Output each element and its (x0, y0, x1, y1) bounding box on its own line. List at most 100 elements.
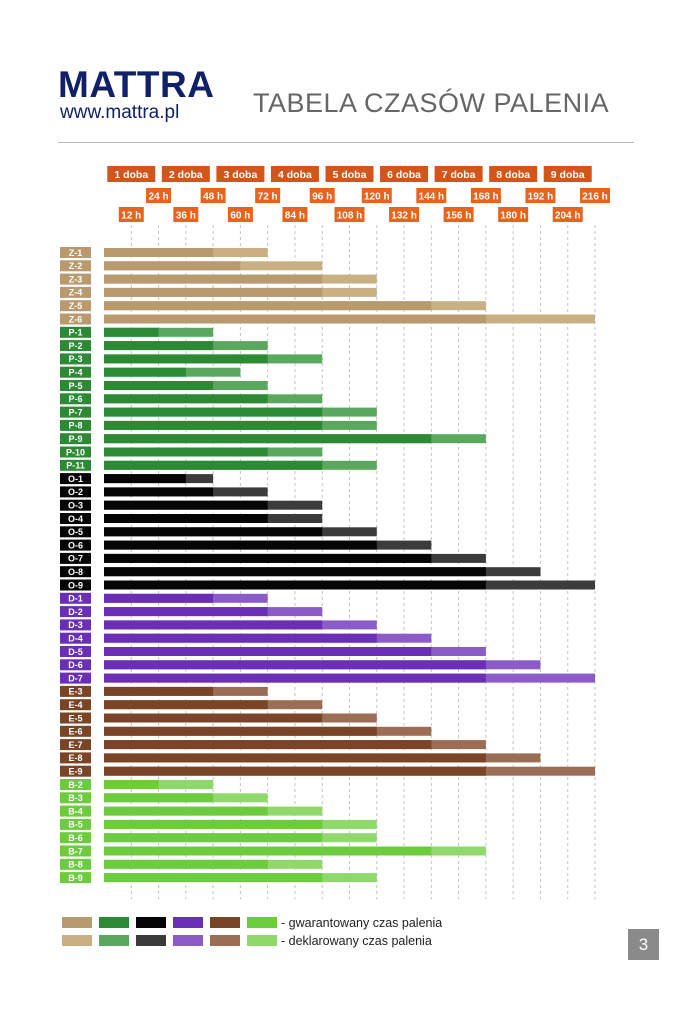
row-label-box (60, 419, 91, 431)
bar-guaranteed (104, 261, 241, 271)
row-label: D-6 (68, 660, 83, 670)
hour-label: 72 h (258, 192, 278, 203)
row-label-box (60, 752, 91, 764)
row-label: O-3 (68, 501, 83, 511)
hour-label: 192 h (528, 192, 554, 203)
bar-guaranteed (104, 381, 214, 390)
bar-guaranteed (104, 500, 268, 510)
row-label-box (60, 832, 91, 844)
row-label-box (60, 513, 91, 524)
hour-label-box (580, 188, 610, 203)
row-label-box (60, 632, 91, 644)
row-label-box (60, 486, 91, 498)
hour-label: 156 h (446, 211, 472, 222)
bar-guaranteed (104, 660, 486, 670)
row-label: P-5 (68, 381, 82, 391)
bar-guaranteed (104, 540, 377, 550)
bar-guaranteed (104, 766, 486, 776)
page-number: 3 (628, 929, 659, 960)
row-label: Z-6 (69, 314, 83, 324)
bar-guaranteed (104, 859, 268, 869)
bar-guaranteed (104, 686, 214, 696)
day-label: 3 doba (223, 169, 257, 181)
hour-label-box (173, 207, 199, 222)
row-label-box (60, 446, 91, 458)
row-label-box (60, 273, 91, 285)
row-label-box (60, 313, 91, 325)
row-label-box (60, 247, 91, 258)
row-label-box (60, 845, 91, 857)
bar-guaranteed (104, 713, 323, 723)
row-label: O-2 (68, 487, 83, 497)
row-label: E-8 (68, 753, 82, 763)
hour-label: 84 h (285, 211, 305, 222)
row-label: P-11 (66, 461, 85, 471)
bar-guaranteed (104, 514, 268, 523)
row-label-box (60, 725, 91, 737)
row-label-box (60, 526, 91, 538)
row-label: B-4 (68, 806, 83, 816)
row-label: B-3 (68, 793, 83, 803)
row-label: P-10 (66, 447, 85, 457)
row-label-box (60, 406, 91, 418)
hour-label: 108 h (337, 211, 363, 222)
bar-guaranteed (104, 487, 214, 497)
row-label-box (60, 592, 91, 604)
day-label-box (270, 166, 319, 182)
day-label: 2 doba (169, 169, 203, 181)
row-label: D-1 (68, 594, 83, 604)
bar-guaranteed (104, 793, 214, 803)
logo-url: www.mattra.pl (60, 102, 180, 123)
row-label-box (60, 765, 91, 777)
bar-guaranteed (104, 819, 323, 829)
hour-label-box (282, 207, 308, 222)
row-label-box (60, 393, 91, 405)
bar-guaranteed (104, 527, 323, 537)
day-label: 5 doba (333, 169, 367, 181)
bar-guaranteed (104, 673, 486, 683)
row-label-box (60, 579, 91, 591)
row-label: P-2 (68, 341, 82, 351)
legend-swatch-guaranteed (210, 917, 240, 928)
row-label: P-1 (68, 328, 82, 338)
bar-guaranteed (104, 806, 268, 816)
row-label: D-4 (68, 634, 83, 644)
hour-label-box (389, 207, 420, 222)
row-label: P-4 (68, 368, 82, 378)
row-label: Z-1 (69, 248, 83, 258)
bar-guaranteed (104, 301, 432, 311)
row-label: Z-3 (69, 274, 83, 284)
row-label-box (60, 646, 91, 657)
row-label: E-4 (68, 700, 82, 710)
bar-guaranteed (104, 447, 268, 457)
hour-label: 48 h (203, 192, 223, 203)
header-divider (58, 142, 634, 143)
hour-label: 180 h (500, 211, 526, 222)
bar-guaranteed (104, 553, 432, 563)
row-label-box (60, 685, 91, 697)
row-label: P-9 (68, 434, 82, 444)
bar-guaranteed (104, 580, 486, 590)
row-label: P-7 (68, 407, 82, 417)
row-label: O-7 (68, 554, 83, 564)
row-label-box (60, 340, 91, 352)
hour-label-box (200, 188, 226, 203)
bar-guaranteed (104, 753, 486, 763)
row-label: O-6 (68, 540, 83, 550)
hour-label-box (334, 207, 365, 222)
hour-label-box (416, 188, 447, 203)
legend-swatch-guaranteed (99, 917, 129, 928)
row-label: Z-4 (69, 288, 83, 298)
row-label: D-2 (68, 607, 83, 617)
bar-guaranteed (104, 633, 377, 643)
row-label: B-6 (68, 833, 83, 843)
hour-label: 36 h (176, 211, 196, 222)
hour-label: 204 h (555, 211, 581, 222)
legend-swatch-declared (136, 935, 166, 946)
legend-swatch-guaranteed (247, 917, 277, 928)
day-label: 6 doba (387, 169, 421, 181)
row-label-box (60, 300, 91, 312)
legend-swatch-guaranteed (136, 917, 166, 928)
row-label-box (60, 858, 91, 870)
